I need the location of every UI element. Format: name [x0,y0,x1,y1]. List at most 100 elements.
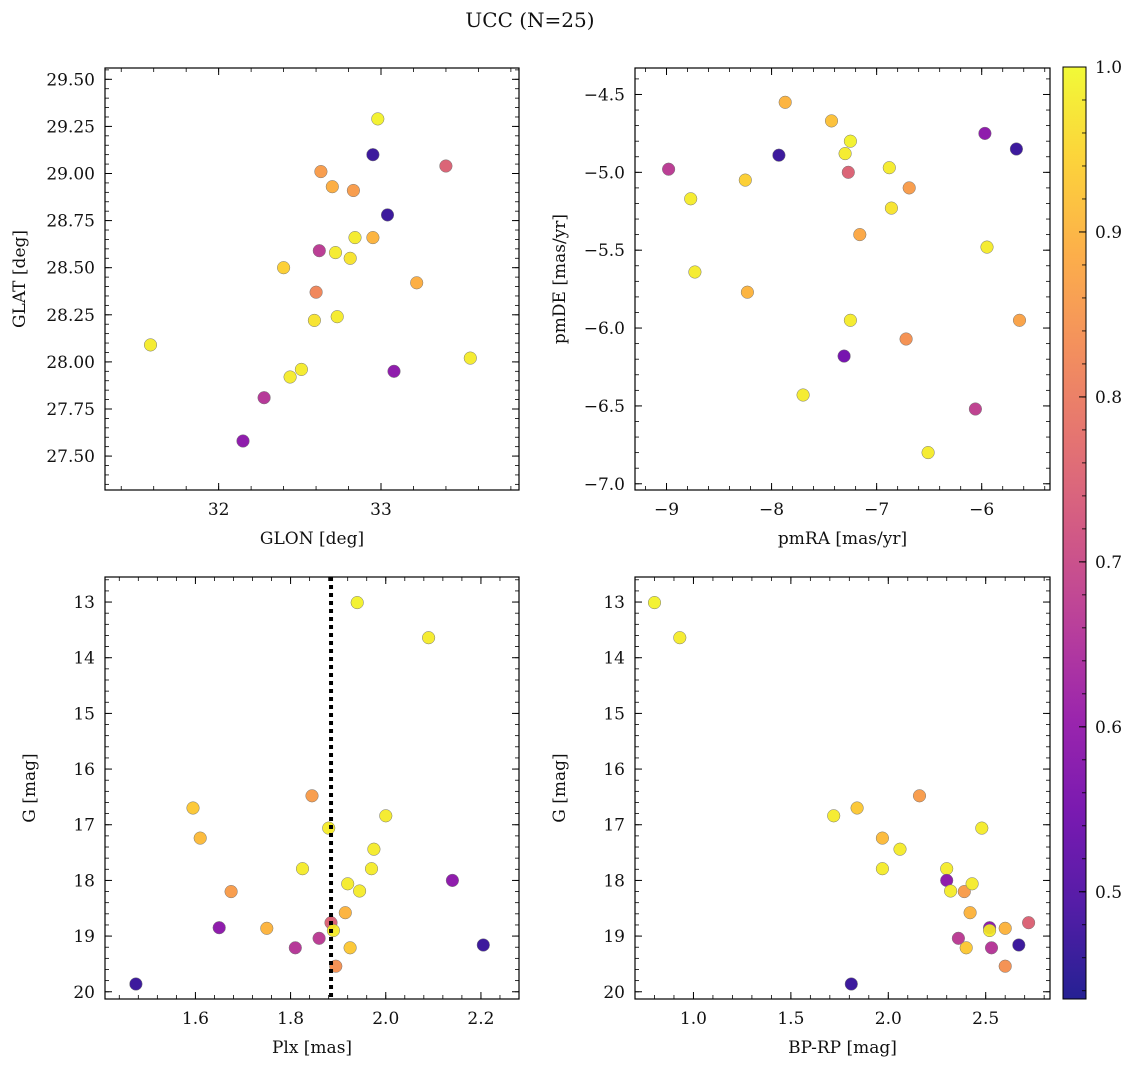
scatter-point [837,349,851,363]
scatter-point [463,351,477,365]
scatter-point [212,921,226,935]
scatter-point [850,801,864,815]
y-tick-label: 28.25 [46,306,95,326]
y-tick-label: 16 [73,760,95,780]
scatter-point [309,285,323,299]
scatter-point [944,884,958,898]
scatter-point [843,313,857,327]
scatter-point [975,821,989,835]
colorbar-tick-label: 0.5 [1095,883,1122,903]
scatter-point [294,362,308,376]
scatter-point [350,596,364,610]
scatter-point [921,446,935,460]
scatter-point [884,201,898,215]
y-tick-label: 17 [73,816,95,836]
y-tick-label: −5.5 [584,241,625,261]
scatter-point [1012,938,1026,952]
scatter-point [841,165,855,179]
scatter-point [325,180,339,194]
x-tick-label: 1.8 [277,1009,304,1029]
x-tick-label: 1.0 [680,1009,707,1029]
figure-title: UCC (N=25) [465,8,594,32]
scatter-point [844,977,858,991]
y-tick-label: 28.00 [46,353,95,373]
scatter-point [343,941,357,955]
scatter-point [380,208,395,222]
scatter-point [940,862,954,876]
x-tick-label: 2.2 [467,1009,494,1029]
scatter-pmra-pmde-panel: −9 −8 −7 −6 −7.0 −6.5 −6.0 −5.5 −5.0 −4.5 pmRA [ma… [550,67,1051,549]
scatter-point [1022,916,1036,930]
scatter-bprp-g-panel: 1.0 1.5 2.0 2.5 13 14 15 16 17 18 19 20 BP-RP [mag] G… [550,576,1051,1058]
scatter-point [439,159,453,173]
scatter-point [951,931,965,945]
y-tick-label: −6.5 [584,397,625,417]
y-tick-label: 20 [73,983,95,1003]
x-tick-label: −7 [864,500,889,520]
scatter-point [965,877,979,891]
scatter-point [998,959,1012,973]
x-axis-label: pmRA [mas/yr] [778,529,907,549]
y-tick-label: 17 [603,816,625,836]
scatter-point [379,809,393,823]
scatter-point [978,126,992,140]
y-tick-label: 28.50 [46,259,95,279]
scatter-point [295,862,310,876]
scatter-point [957,885,971,899]
x-axis-label: BP-RP [mag] [788,1038,897,1058]
y-tick-label: 14 [73,649,95,669]
scatter-point [338,906,352,920]
x-tick-label: 2.5 [972,1009,999,1029]
scatter-point [346,183,360,198]
scatter-point [1009,142,1023,156]
scatter-point [875,862,889,876]
y-axis-label: G [mag] [550,753,570,822]
scatter-glon-glat-panel: 32 33 27.50 27.75 28.00 28.25 28.50 28.75 29.00 2… [10,67,520,549]
scatter-point [902,181,916,195]
colorbar-gradient [1062,66,1087,1000]
scatter-point [305,789,319,803]
y-tick-label: 15 [603,704,625,724]
scatter-point [899,332,913,346]
scatter-point [348,231,362,245]
scatter-point [838,147,852,161]
y-axis-label: GLAT [deg] [10,230,30,328]
scatter-point [288,941,302,955]
scatter-point [257,391,271,405]
scatter-point [312,931,326,945]
scatter-point [367,842,381,856]
scatter-point [647,596,662,610]
y-tick-label: −4.5 [584,85,625,105]
scatter-point [326,923,340,938]
y-tick-label: 29.50 [46,70,95,90]
scatter-point [371,112,385,126]
x-tick-label: −6 [969,500,994,520]
scatter-point [843,134,857,148]
scatter-point [224,885,238,899]
scatter-point [341,877,355,891]
y-tick-label: −6.0 [584,319,625,339]
colorbar-tick-label: 0.6 [1095,718,1122,738]
scatter-plx-g-panel: 1.6 1.8 2.0 2.2 13 14 15 16 17 18 19 20 Plx [mas] G [… [20,576,520,1058]
x-axis-label: Plx [mas] [272,1038,352,1058]
scatter-point [322,821,336,835]
scatter-point [353,884,367,898]
scatter-point [186,801,200,815]
y-tick-label: 18 [73,871,95,891]
scatter-point [853,228,867,242]
scatter-point [312,244,326,258]
x-tick-label: 2.0 [875,1009,902,1029]
y-tick-label: −7.0 [584,475,625,495]
scatter-point [193,831,207,845]
colorbar-tick-label: 0.8 [1095,388,1122,408]
x-tick-label: 1.5 [777,1009,804,1029]
y-tick-label: 16 [603,760,625,780]
scatter-point [129,977,143,991]
scatter-point [366,231,380,245]
scatter-point [912,789,927,803]
scatter-point [1012,313,1027,327]
x-tick-label: −9 [654,500,679,520]
y-axis-label: pmDE [mas/yr] [550,214,570,344]
scatter-point [307,313,321,327]
